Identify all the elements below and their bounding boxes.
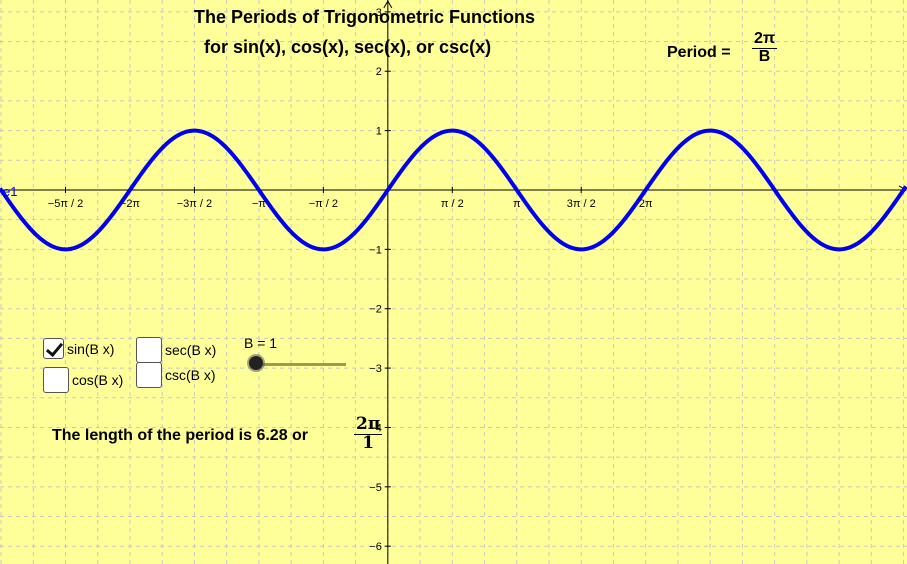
x-tick-label: 2π xyxy=(639,198,653,210)
checkbox-cos[interactable]: cos(B x) xyxy=(43,367,123,393)
b-slider-track[interactable] xyxy=(256,363,346,366)
x-tick-label: −5π / 2 xyxy=(48,198,83,210)
x-tick-label: π xyxy=(513,198,521,210)
y-tick-label: −6 xyxy=(369,541,382,553)
period-formula-fraction: 2π B xyxy=(752,30,778,66)
y-tick-label: 1 xyxy=(376,126,382,138)
axis-name-label: e1 xyxy=(3,184,17,199)
title-line-1: The Periods of Trigonometric Functions xyxy=(194,7,536,27)
b-slider-handle[interactable] xyxy=(249,356,263,370)
checkbox-sec-box[interactable] xyxy=(136,337,162,363)
slider-label: B = 1 xyxy=(244,335,278,351)
period-length-text: The length of the period is 6.28 or xyxy=(52,427,309,444)
checkbox-sec[interactable]: sec(B x) xyxy=(136,337,216,363)
x-tick-label: 3π / 2 xyxy=(567,198,596,210)
x-tick-label: −2π xyxy=(120,198,141,210)
period-formula-numerator: 2π xyxy=(752,30,778,49)
x-tick-label: −3π / 2 xyxy=(177,198,212,210)
x-tick-label: π / 2 xyxy=(441,198,464,210)
y-tick-label: −1 xyxy=(369,244,382,256)
y-axis-arrow xyxy=(383,0,393,9)
y-tick-label: 3 xyxy=(376,7,382,19)
period-length-fraction: 2π 1 xyxy=(354,414,383,453)
b-slider[interactable] xyxy=(249,356,348,372)
checkbox-sin-box[interactable] xyxy=(43,338,64,359)
checkbox-csc-box[interactable] xyxy=(136,362,162,388)
y-tick-label: −4 xyxy=(369,422,382,434)
checkbox-cos-box[interactable] xyxy=(43,367,69,393)
x-tick-label: −π xyxy=(252,198,266,210)
period-formula-label: Period = xyxy=(667,44,731,61)
checkbox-sin[interactable]: sin(B x) xyxy=(43,338,114,359)
y-tick-label: −3 xyxy=(369,363,382,375)
x-tick-label: −π / 2 xyxy=(309,198,338,210)
y-tick-label: 2 xyxy=(376,66,382,78)
sin-curve xyxy=(0,128,907,252)
checkbox-csc[interactable]: csc(B x) xyxy=(136,362,216,388)
checkbox-sin-label: sin(B x) xyxy=(67,340,115,357)
period-formula-denominator: B xyxy=(758,47,771,65)
period-length-denominator: 1 xyxy=(362,432,375,453)
checkbox-csc-label: csc(B x) xyxy=(165,367,216,383)
y-tick-label: −5 xyxy=(369,482,382,494)
y-tick-label: −2 xyxy=(369,304,382,316)
period-length-numerator: 2π xyxy=(354,414,383,435)
checkbox-cos-label: cos(B x) xyxy=(72,372,124,388)
title-line-2: for sin(x), cos(x), sec(x), or csc(x) xyxy=(204,37,492,57)
checkbox-sec-label: sec(B x) xyxy=(165,342,217,358)
